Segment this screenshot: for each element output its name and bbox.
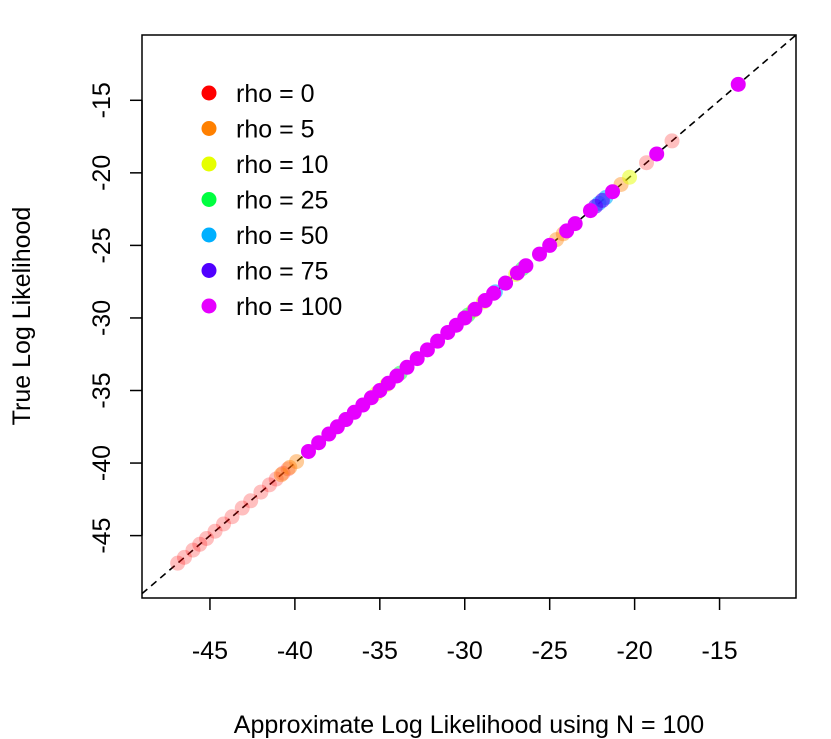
data-point [730, 76, 746, 92]
data-point [457, 310, 473, 326]
legend-label: rho = 5 [236, 116, 315, 144]
legend-label: rho = 25 [236, 187, 328, 215]
data-point [467, 301, 483, 317]
legend-label: rho = 75 [236, 258, 328, 286]
legend-swatch [201, 156, 217, 172]
legend-swatch [201, 298, 217, 314]
x-tick-label: -30 [447, 637, 483, 665]
data-point [216, 516, 232, 532]
y-tick-label: -25 [88, 227, 116, 263]
data-point [518, 258, 534, 274]
data-point [170, 555, 186, 571]
data-point [649, 146, 665, 162]
legend-item: rho = 75 [201, 258, 328, 286]
data-point [282, 459, 298, 475]
legend-item: rho = 5 [201, 116, 315, 144]
data-point [207, 523, 223, 539]
y-axis-label: True Log Likelihood [8, 207, 36, 426]
legend-swatch [201, 121, 217, 136]
y-tick-label: -20 [88, 155, 116, 191]
data-point [389, 368, 405, 384]
data-point [253, 484, 269, 500]
y-tick-label: -30 [88, 300, 116, 336]
legend-item: rho = 50 [201, 222, 328, 250]
legend-swatch [201, 85, 217, 101]
data-point [486, 285, 502, 301]
y-tick-label: -35 [88, 372, 116, 408]
legend-label: rho = 100 [236, 293, 342, 321]
data-point [594, 192, 610, 208]
x-tick-label: -25 [532, 637, 568, 665]
y-tick-label: -45 [88, 518, 116, 554]
data-point [531, 246, 547, 262]
legend-item: rho = 100 [201, 293, 342, 321]
data-point [639, 155, 655, 171]
data-point [243, 493, 259, 509]
data-point [176, 549, 192, 565]
series-rho-100 [300, 76, 746, 459]
series-rho-0 [170, 133, 680, 571]
data-point [430, 333, 446, 349]
legend-label: rho = 10 [236, 151, 328, 179]
x-tick-label: -35 [362, 637, 398, 665]
data-point [419, 342, 435, 358]
y-axis: -45 -40 -35 -30 -25 -20 -15 [88, 82, 143, 554]
legend-label: rho = 50 [236, 222, 328, 250]
x-tick-label: -40 [277, 637, 313, 665]
legend-item: rho = 0 [201, 80, 315, 108]
data-point [268, 471, 284, 487]
data-point [280, 461, 296, 477]
legend: rho = 0 rho = 5 rho = 10 rho = 25 rho = 50 rh… [201, 80, 342, 321]
data-point [582, 203, 598, 219]
legend-swatch [201, 192, 217, 207]
x-axis: -45 -40 -35 -30 -25 -20 -15 [192, 597, 738, 665]
data-point [199, 531, 215, 547]
data-point [399, 359, 415, 375]
data-point [605, 184, 621, 200]
data-point [273, 467, 289, 483]
x-axis-label: Approximate Log Likelihood using N = 100 [234, 711, 704, 739]
x-tick-label: -20 [617, 637, 653, 665]
legend-label: rho = 0 [236, 80, 315, 108]
y-tick-label: -15 [88, 82, 116, 118]
data-point [567, 216, 583, 232]
x-tick-label: -15 [701, 637, 737, 665]
data-point [261, 477, 277, 493]
data-point [409, 351, 425, 367]
data-point [542, 237, 558, 253]
y-tick-label: -40 [88, 445, 116, 481]
legend-item: rho = 10 [201, 151, 328, 179]
data-point [289, 454, 305, 470]
x-tick-label: -45 [192, 637, 228, 665]
data-point [498, 275, 514, 291]
data-point [300, 443, 316, 459]
data-point [192, 536, 208, 552]
data-point [224, 509, 240, 525]
data-point [311, 435, 327, 451]
data-point [275, 465, 291, 481]
data-point [622, 169, 638, 185]
legend-item: rho = 25 [201, 187, 328, 215]
legend-swatch [201, 227, 217, 243]
legend-swatch [201, 263, 217, 278]
data-point [234, 500, 250, 516]
data-point [664, 133, 680, 149]
data-point [185, 542, 201, 558]
